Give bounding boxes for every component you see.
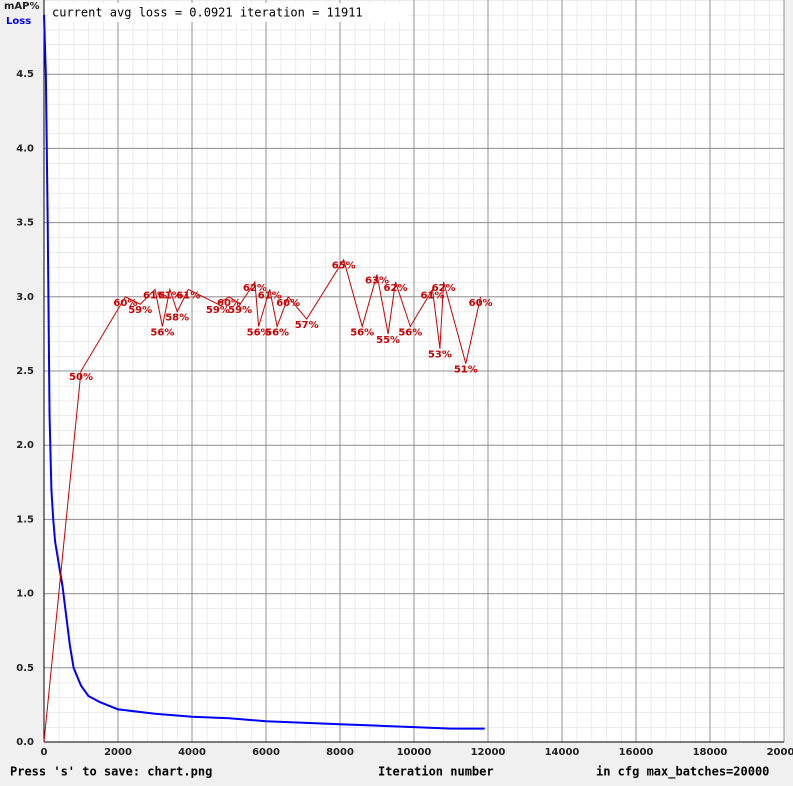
x-tick-label: 10000: [397, 747, 432, 758]
header-box: [48, 3, 408, 22]
x-tick-label: 12000: [471, 747, 506, 758]
data-label: 60%: [276, 298, 300, 309]
data-label: 65%: [332, 261, 356, 272]
data-label: 60%: [217, 298, 241, 309]
data-label: 56%: [150, 327, 174, 338]
x-tick-label: 16000: [619, 747, 654, 758]
x-tick-label: 8000: [326, 747, 354, 758]
y-tick-label: 0.5: [16, 663, 34, 674]
x-tick-label: 2000: [104, 747, 132, 758]
data-label: 56%: [265, 327, 289, 338]
y-tick-label: 3.5: [16, 218, 34, 229]
data-label: 61%: [158, 290, 182, 301]
y-tick-label: 1.0: [16, 589, 34, 600]
header: current avg loss = 0.0921 iteration = 11…: [52, 6, 363, 20]
data-label: 61%: [258, 290, 282, 301]
y-tick-label: 1.5: [16, 514, 34, 525]
data-label: 53%: [428, 350, 452, 361]
y-tick-label: 0.0: [16, 737, 34, 748]
x-tick-label: 20000: [767, 747, 793, 758]
data-label: 59%: [228, 305, 252, 316]
data-label: 56%: [350, 327, 374, 338]
loss-axis-label: Loss: [6, 16, 31, 27]
y-tick-label: 4.5: [16, 69, 34, 80]
y-tick-label: 2.5: [16, 366, 34, 377]
x-axis-label: Iteration number: [378, 765, 494, 779]
x-tick-label: 4000: [178, 747, 206, 758]
data-label: 58%: [165, 313, 189, 324]
data-label: 56%: [398, 327, 422, 338]
map-axis-label: mAP%: [4, 1, 40, 12]
data-label: 50%: [69, 372, 93, 383]
y-tick-label: 3.0: [16, 292, 34, 303]
data-label: 61%: [421, 290, 445, 301]
x-tick-label: 14000: [545, 747, 580, 758]
data-label: 55%: [376, 335, 400, 346]
data-label: 62%: [243, 283, 267, 294]
data-label: 60%: [469, 298, 493, 309]
series-line: [43, 258, 482, 743]
data-label: 56%: [247, 327, 271, 338]
data-label: 62%: [432, 283, 456, 294]
data-label: 61%: [176, 290, 200, 301]
series-line: [43, 14, 485, 730]
x-tick-label: 18000: [693, 747, 728, 758]
footer-right: in cfg max_batches=20000: [596, 765, 769, 780]
data-label: 61%: [143, 290, 167, 301]
x-tick-label: 0: [41, 747, 48, 758]
data-label: 63%: [365, 276, 389, 287]
y-tick-label: 2.0: [16, 440, 34, 451]
data-label: 59%: [206, 305, 230, 316]
data-label: 60%: [113, 298, 137, 309]
data-label: 62%: [384, 283, 408, 294]
data-label: 59%: [128, 305, 152, 316]
data-label: 51%: [454, 365, 478, 376]
data-label: 57%: [295, 320, 319, 331]
x-tick-label: 6000: [252, 747, 280, 758]
footer-left: Press 's' to save: chart.png: [10, 765, 212, 779]
y-tick-label: 4.0: [16, 143, 34, 154]
